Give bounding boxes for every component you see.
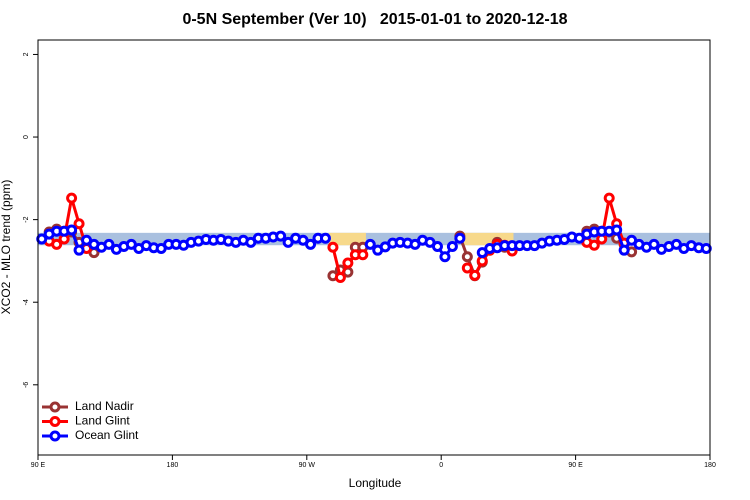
series-point xyxy=(648,238,660,250)
legend-label: Ocean Glint xyxy=(75,428,139,442)
y-tick-label: -4 xyxy=(23,299,30,305)
marks xyxy=(36,192,712,283)
legend-marker xyxy=(49,401,61,413)
series-point xyxy=(342,257,354,269)
series-point xyxy=(319,232,331,244)
x-tick-label: 90 E xyxy=(31,462,46,469)
series-point xyxy=(73,218,85,230)
legend-label: Land Glint xyxy=(75,414,130,428)
series-point xyxy=(461,262,473,274)
series-point xyxy=(66,192,78,204)
series-point xyxy=(461,251,473,263)
series-point xyxy=(454,232,466,244)
series-point xyxy=(357,249,369,261)
legend-marker xyxy=(49,416,61,427)
series-point xyxy=(51,238,63,250)
series-point xyxy=(334,271,346,283)
plot-frame xyxy=(37,39,711,456)
series-point xyxy=(446,240,458,252)
chart-title: 0-5N September (Ver 10) 2015-01-01 to 20… xyxy=(182,11,567,28)
series-point xyxy=(603,192,615,204)
series-point xyxy=(618,244,630,256)
x-tick-label: 180 xyxy=(167,462,179,469)
series-point xyxy=(469,269,481,281)
series-point xyxy=(327,241,339,253)
series-point xyxy=(700,243,712,255)
y-tick-label: -6 xyxy=(23,382,30,388)
series-point xyxy=(588,239,600,251)
series-point xyxy=(611,224,623,236)
x-tick-label: 90 E xyxy=(568,462,583,469)
series-point xyxy=(103,238,115,250)
series-point xyxy=(275,230,287,242)
series-point xyxy=(364,238,376,250)
x-tick-label: 0 xyxy=(439,462,443,469)
series-point xyxy=(305,238,317,250)
legend-label: Land Nadir xyxy=(75,399,134,413)
y-tick-label: 2 xyxy=(23,52,30,56)
x-tick-label: 90 W xyxy=(299,462,316,469)
series-point xyxy=(439,251,451,263)
series-point xyxy=(66,224,78,236)
y-tick-label: -2 xyxy=(23,216,30,222)
y-tick-label: 0 xyxy=(23,135,30,139)
y-axis-label: XCO2 - MLO trend (ppm) xyxy=(0,180,13,315)
x-axis-label: Longitude xyxy=(349,476,402,490)
x-tick-label: 180 xyxy=(704,462,716,469)
legend-marker xyxy=(49,430,61,442)
series-point xyxy=(73,244,85,256)
series-point xyxy=(431,240,443,252)
